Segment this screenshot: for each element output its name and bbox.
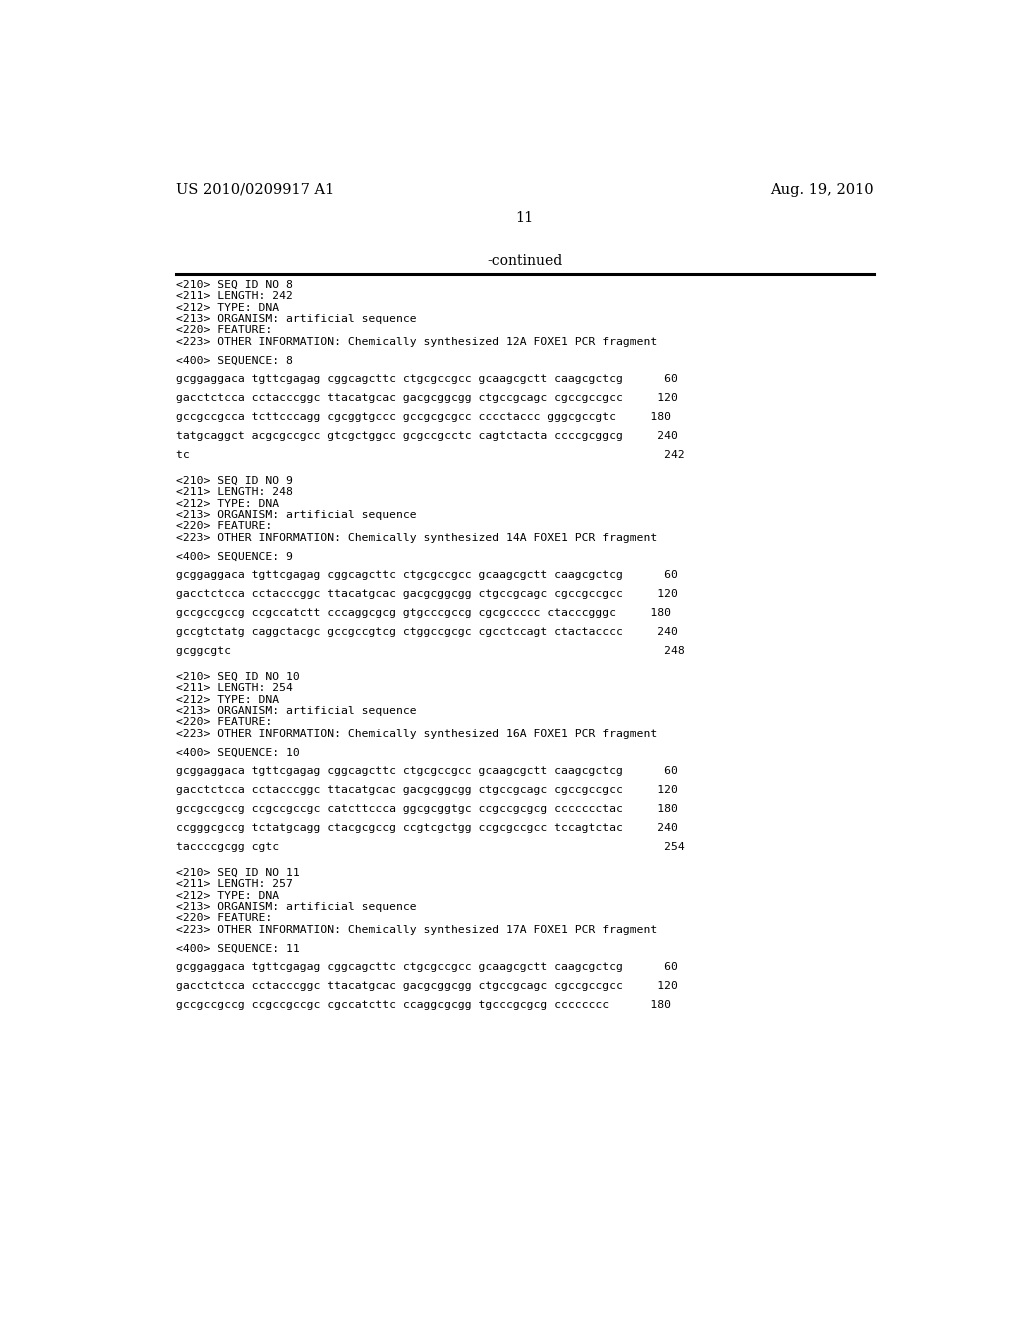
Text: <213> ORGANISM: artificial sequence: <213> ORGANISM: artificial sequence [176,510,417,520]
Text: <213> ORGANISM: artificial sequence: <213> ORGANISM: artificial sequence [176,314,417,323]
Text: gcggaggaca tgttcgagag cggcagcttc ctgcgccgcc gcaagcgctt caagcgctcg      60: gcggaggaca tgttcgagag cggcagcttc ctgcgcc… [176,962,678,973]
Text: <210> SEQ ID NO 10: <210> SEQ ID NO 10 [176,672,300,682]
Text: <220> FEATURE:: <220> FEATURE: [176,717,272,727]
Text: <210> SEQ ID NO 8: <210> SEQ ID NO 8 [176,280,293,290]
Text: <220> FEATURE:: <220> FEATURE: [176,325,272,335]
Text: 11: 11 [516,211,534,224]
Text: gccgccgccg ccgccgccgc catcttccca ggcgcggtgc ccgccgcgcg ccccccctac     180: gccgccgccg ccgccgccgc catcttccca ggcgcgg… [176,804,678,814]
Text: gccgtctatg caggctacgc gccgccgtcg ctggccgcgc cgcctccagt ctactacccc     240: gccgtctatg caggctacgc gccgccgtcg ctggccg… [176,627,678,636]
Text: <211> LENGTH: 248: <211> LENGTH: 248 [176,487,293,498]
Text: gcggcgtc                                                               248: gcggcgtc 248 [176,645,685,656]
Text: gacctctcca cctacccggc ttacatgcac gacgcggcgg ctgccgcagc cgccgccgcc     120: gacctctcca cctacccggc ttacatgcac gacgcgg… [176,393,678,403]
Text: Aug. 19, 2010: Aug. 19, 2010 [770,183,873,197]
Text: <400> SEQUENCE: 9: <400> SEQUENCE: 9 [176,552,293,561]
Text: tc                                                                     242: tc 242 [176,450,685,459]
Text: <211> LENGTH: 242: <211> LENGTH: 242 [176,292,293,301]
Text: gccgccgccg ccgccgccgc cgccatcttc ccaggcgcgg tgcccgcgcg cccccccc      180: gccgccgccg ccgccgccgc cgccatcttc ccaggcg… [176,1001,671,1010]
Text: US 2010/0209917 A1: US 2010/0209917 A1 [176,183,334,197]
Text: <223> OTHER INFORMATION: Chemically synthesized 12A FOXE1 PCR fragment: <223> OTHER INFORMATION: Chemically synt… [176,337,657,347]
Text: <211> LENGTH: 257: <211> LENGTH: 257 [176,879,293,890]
Text: gcggaggaca tgttcgagag cggcagcttc ctgcgccgcc gcaagcgctt caagcgctcg      60: gcggaggaca tgttcgagag cggcagcttc ctgcgcc… [176,375,678,384]
Text: <213> ORGANISM: artificial sequence: <213> ORGANISM: artificial sequence [176,706,417,715]
Text: <210> SEQ ID NO 9: <210> SEQ ID NO 9 [176,475,293,486]
Text: <212> TYPE: DNA: <212> TYPE: DNA [176,302,280,313]
Text: gcggaggaca tgttcgagag cggcagcttc ctgcgccgcc gcaagcgctt caagcgctcg      60: gcggaggaca tgttcgagag cggcagcttc ctgcgcc… [176,570,678,581]
Text: gccgccgcca tcttcccagg cgcggtgccc gccgcgcgcc cccctaccc gggcgccgtc     180: gccgccgcca tcttcccagg cgcggtgccc gccgcgc… [176,412,671,422]
Text: <211> LENGTH: 254: <211> LENGTH: 254 [176,684,293,693]
Text: gcggaggaca tgttcgagag cggcagcttc ctgcgccgcc gcaagcgctt caagcgctcg      60: gcggaggaca tgttcgagag cggcagcttc ctgcgcc… [176,767,678,776]
Text: <220> FEATURE:: <220> FEATURE: [176,913,272,924]
Text: tatgcaggct acgcgccgcc gtcgctggcc gcgccgcctc cagtctacta ccccgcggcg     240: tatgcaggct acgcgccgcc gtcgctggcc gcgccgc… [176,430,678,441]
Text: gccgccgccg ccgccatctt cccaggcgcg gtgcccgccg cgcgccccc ctacccgggc     180: gccgccgccg ccgccatctt cccaggcgcg gtgcccg… [176,609,671,618]
Text: <400> SEQUENCE: 11: <400> SEQUENCE: 11 [176,944,300,953]
Text: <223> OTHER INFORMATION: Chemically synthesized 16A FOXE1 PCR fragment: <223> OTHER INFORMATION: Chemically synt… [176,729,657,739]
Text: taccccgcgg cgtc                                                        254: taccccgcgg cgtc 254 [176,842,685,851]
Text: gacctctcca cctacccggc ttacatgcac gacgcggcgg ctgccgcagc cgccgccgcc     120: gacctctcca cctacccggc ttacatgcac gacgcgg… [176,785,678,795]
Text: <212> TYPE: DNA: <212> TYPE: DNA [176,891,280,900]
Text: <210> SEQ ID NO 11: <210> SEQ ID NO 11 [176,867,300,878]
Text: <223> OTHER INFORMATION: Chemically synthesized 17A FOXE1 PCR fragment: <223> OTHER INFORMATION: Chemically synt… [176,925,657,935]
Text: gacctctcca cctacccggc ttacatgcac gacgcggcgg ctgccgcagc cgccgccgcc     120: gacctctcca cctacccggc ttacatgcac gacgcgg… [176,981,678,991]
Text: <220> FEATURE:: <220> FEATURE: [176,521,272,532]
Text: <212> TYPE: DNA: <212> TYPE: DNA [176,499,280,508]
Text: <213> ORGANISM: artificial sequence: <213> ORGANISM: artificial sequence [176,902,417,912]
Text: <400> SEQUENCE: 10: <400> SEQUENCE: 10 [176,747,300,758]
Text: <212> TYPE: DNA: <212> TYPE: DNA [176,694,280,705]
Text: -continued: -continued [487,253,562,268]
Text: ccgggcgccg tctatgcagg ctacgcgccg ccgtcgctgg ccgcgccgcc tccagtctac     240: ccgggcgccg tctatgcagg ctacgcgccg ccgtcgc… [176,822,678,833]
Text: gacctctcca cctacccggc ttacatgcac gacgcggcgg ctgccgcagc cgccgccgcc     120: gacctctcca cctacccggc ttacatgcac gacgcgg… [176,589,678,599]
Text: <223> OTHER INFORMATION: Chemically synthesized 14A FOXE1 PCR fragment: <223> OTHER INFORMATION: Chemically synt… [176,533,657,543]
Text: <400> SEQUENCE: 8: <400> SEQUENCE: 8 [176,355,293,366]
